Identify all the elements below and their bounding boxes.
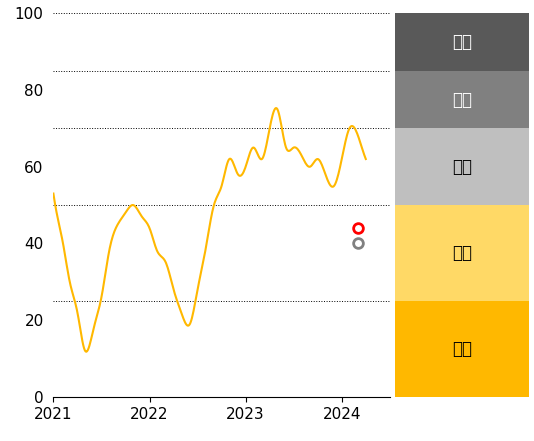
Text: 정상: 정상: [452, 340, 472, 358]
Text: 심각: 심각: [452, 33, 472, 51]
FancyBboxPatch shape: [395, 71, 529, 128]
FancyBboxPatch shape: [395, 13, 529, 71]
Text: 관심: 관심: [452, 244, 472, 262]
Text: 경계: 경계: [452, 90, 472, 108]
FancyBboxPatch shape: [395, 128, 529, 205]
FancyBboxPatch shape: [395, 301, 529, 397]
FancyBboxPatch shape: [395, 205, 529, 301]
Text: 주의: 주의: [452, 158, 472, 176]
